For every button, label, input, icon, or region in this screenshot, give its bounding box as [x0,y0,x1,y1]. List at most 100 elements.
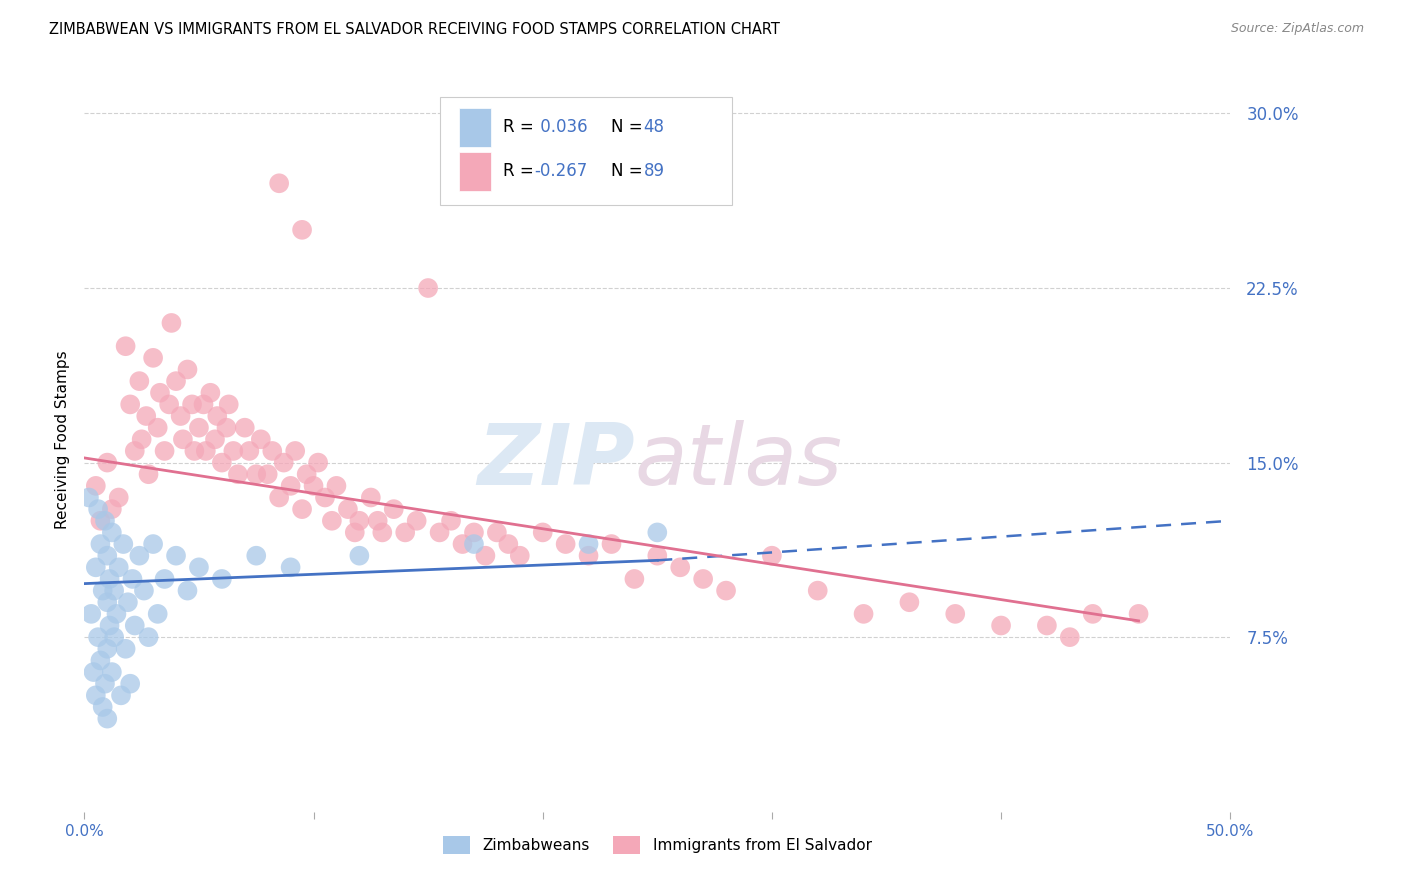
Point [307,456,329,470]
FancyBboxPatch shape [460,152,491,191]
Point [1059,630,1081,644]
Point [138,467,160,482]
Point [233,420,256,434]
Point [84,479,107,493]
Point [1081,607,1104,621]
Point [91,583,114,598]
Point [96,712,118,726]
Point [474,549,496,563]
Point [96,549,118,563]
Text: R =: R = [502,119,538,136]
Point [943,607,966,621]
Point [87,502,110,516]
Point [120,676,142,690]
Point [647,549,669,563]
Point [714,583,737,598]
Point [578,549,600,563]
Point [1128,607,1150,621]
Point [135,409,157,423]
Point [349,514,371,528]
Point [84,560,107,574]
Text: N =: N = [612,162,648,180]
Point [509,549,531,563]
Point [215,420,238,434]
Point [83,665,105,679]
Point [623,572,645,586]
Point [291,223,314,237]
Point [211,456,233,470]
Point [172,433,194,447]
Point [647,525,669,540]
Point [761,549,783,563]
Point [188,420,211,434]
FancyBboxPatch shape [460,108,491,146]
Point [107,560,129,574]
Point [280,560,302,574]
Point [181,397,204,411]
Point [96,641,118,656]
Text: -0.267: -0.267 [534,162,588,180]
Point [128,549,150,563]
Point [103,583,125,598]
Point [256,467,278,482]
Point [325,479,347,493]
Text: 89: 89 [644,162,665,180]
Point [176,362,198,376]
Point [1036,618,1059,632]
Point [245,467,267,482]
Point [138,630,160,644]
Point [302,479,325,493]
Point [131,433,153,447]
Point [101,665,124,679]
Text: 48: 48 [644,119,665,136]
Point [176,583,198,598]
Point [250,433,273,447]
Point [188,560,211,574]
Point [165,374,187,388]
Point [394,525,416,540]
Text: ZIP: ZIP [477,420,634,503]
Point [194,444,217,458]
Point [200,385,222,400]
Point [321,514,343,528]
Point [498,537,520,551]
Point [554,537,576,551]
Point [280,479,302,493]
Point [101,525,124,540]
Point [165,549,187,563]
Point [531,525,554,540]
Point [245,549,267,563]
Point [429,525,451,540]
Point [80,607,103,621]
Y-axis label: Receiving Food Stamps: Receiving Food Stamps [55,350,70,529]
Point [94,676,117,690]
Point [103,630,125,644]
Point [990,618,1012,632]
Point [218,397,240,411]
Point [600,537,623,551]
Point [98,572,121,586]
Point [226,467,249,482]
Point [193,397,215,411]
Point [121,572,143,586]
Point [463,537,485,551]
Point [107,491,129,505]
Point [183,444,205,458]
Text: 0.036: 0.036 [534,119,588,136]
Point [207,409,229,423]
Point [89,537,111,551]
Point [77,491,100,505]
Point [94,514,117,528]
Point [120,397,142,411]
Point [349,549,371,563]
Point [284,444,307,458]
Point [149,385,172,400]
Point [262,444,284,458]
Point [807,583,830,598]
FancyBboxPatch shape [440,96,731,204]
Point [669,560,692,574]
Point [852,607,875,621]
Point [89,653,111,667]
Point [101,502,124,516]
Point [371,525,394,540]
